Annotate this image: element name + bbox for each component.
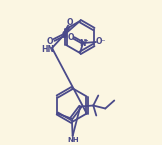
Text: +: + <box>83 38 88 43</box>
Text: N: N <box>80 39 86 48</box>
Text: O: O <box>47 37 53 46</box>
Text: O: O <box>67 18 73 27</box>
Text: NH: NH <box>68 137 79 143</box>
Text: O⁻: O⁻ <box>96 38 106 47</box>
Text: HN: HN <box>41 46 54 55</box>
Text: S: S <box>61 30 67 39</box>
Text: O: O <box>67 33 74 42</box>
